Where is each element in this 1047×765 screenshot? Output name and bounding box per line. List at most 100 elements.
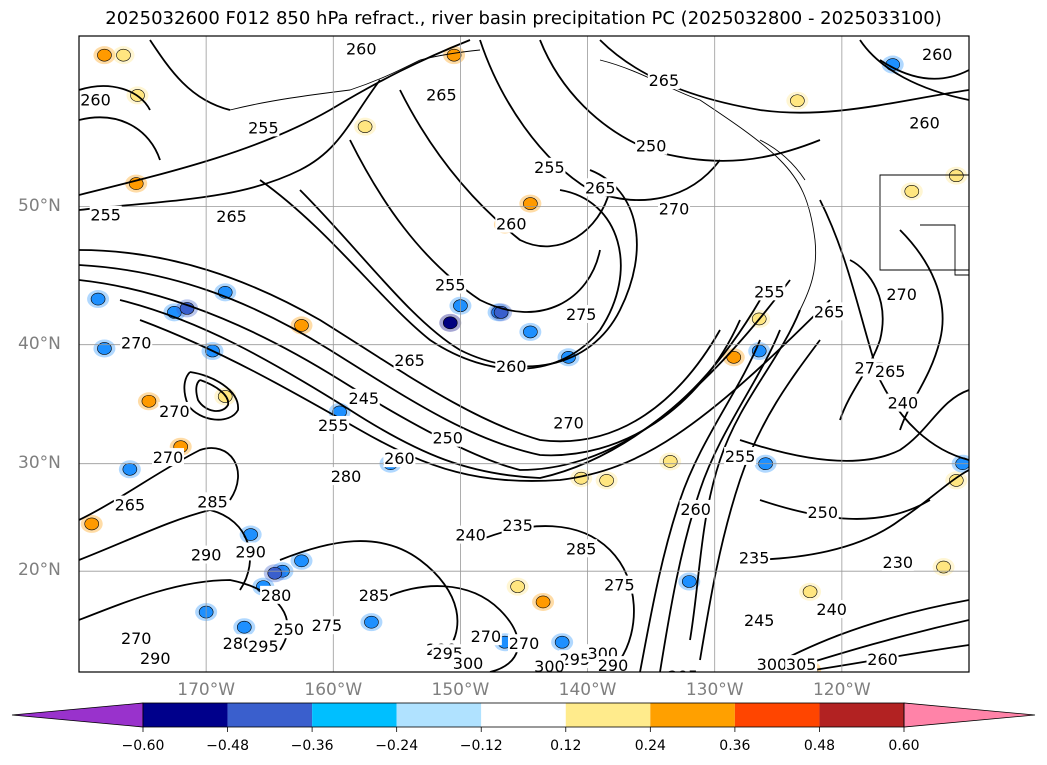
contour-label-bg [597,656,629,672]
contour-label-bg [330,467,362,486]
contour-label: 270 [121,629,152,648]
shaded-cell [681,575,697,588]
contour-label: 275 [312,616,343,635]
contour-label-bg [724,446,757,465]
contour-line [79,116,161,161]
contour-label: 250 [432,429,463,448]
contour-label: 260 [496,215,527,234]
shaded-cell [599,474,614,487]
contour-label: 265 [394,351,425,370]
colorbar-segment [650,703,735,727]
contour-label-bg [345,39,378,58]
contour-label: 270 [159,402,190,421]
contour-label-bg [508,634,540,653]
contour-label-bg [425,85,458,104]
contour-label-bg [584,178,617,197]
contour-label-bg [753,282,786,301]
longitude-tick-label: 160°W [304,680,363,700]
shaded-cell [936,560,951,574]
contour-label-bg [454,525,487,544]
shaded-cell [357,120,373,133]
coastline-segment [759,139,806,181]
contour-label: 265 [115,496,146,515]
shaded-cell [523,325,538,339]
shaded-cell [236,620,252,634]
contour-label: 255 [754,282,785,301]
colorbar-tick-label: 0.12 [550,738,582,754]
contour-label: 295 [668,667,699,686]
contour-label: 240 [888,394,919,413]
latitude-tick-label: 30°N [18,452,61,473]
contour-label-bg [272,620,305,639]
colorbar-segment [565,703,651,727]
contour-line [659,329,781,672]
contour-line [739,469,969,561]
contour-label-bg [666,666,699,672]
contour-label: 265 [814,302,845,321]
contour-label: 300 [534,657,565,676]
contour-label-bg [79,90,112,109]
contour-label-bg [658,199,691,218]
contour-label-bg [120,629,153,648]
contour-line [149,39,231,111]
shaded-cell [294,319,309,332]
colorbar-segment [312,703,397,727]
shaded-cell [948,474,964,487]
contour-label-bg [743,611,776,630]
colorbar-frame [142,702,905,728]
contour-label: 260 [496,357,527,376]
contour-label: 230 [883,553,914,572]
colorbar-tick-label: 0.24 [634,738,666,754]
contour-label: 260 [680,500,711,519]
contour-line [399,89,611,248]
contour-label-bg [89,205,122,224]
shaded-cell [554,635,570,649]
contour-label-bg [469,627,502,646]
contour-label: 235 [502,516,533,535]
contour-label: 255 [725,447,756,466]
colorbar-extend-max [903,702,1036,728]
contour-label-bg [495,214,528,233]
colorbar-tick-label: −0.36 [290,738,334,754]
coastline-segment [229,59,421,111]
contour-label: 295 [248,637,279,656]
colorbar-segment [819,703,904,727]
shaded-cell [267,566,283,580]
colorbar-tick-label: −0.48 [206,738,249,754]
contour-line [183,371,239,421]
contour-label-bg [501,516,534,535]
contour-label-bg [113,495,146,514]
contour-label: 300 [453,654,484,673]
contour-label-bg [755,655,788,672]
contour-label: 250 [636,137,667,156]
contour-label-bg [383,449,416,468]
contour-line [599,39,969,114]
contour-label: 285 [359,586,390,605]
contour-line [79,79,381,211]
coastline-segment [799,239,817,311]
contour-line [299,169,638,368]
contour-label: 265 [649,71,680,90]
shaded-cell [790,94,805,108]
contour-label: 255 [534,158,565,177]
contour-label-bg [196,492,229,511]
contour-label-bg [247,637,280,656]
contour-label-bg [785,655,818,672]
contour-label-bg [317,415,350,434]
shaded-cell [662,455,678,468]
shaded-cell [446,48,462,62]
coastline-segment [879,174,969,271]
contour-label: 245 [349,389,380,408]
contour-line [139,299,831,482]
contour-label: 255 [318,416,349,435]
contour-label: 240 [455,526,486,545]
contour-label-bg [533,657,566,672]
contour-label-bg [393,351,426,370]
contour-label-bg [908,113,941,132]
contour-label-bg [533,157,566,176]
contour-label: 285 [566,539,597,558]
contour-line [349,139,601,313]
shaded-cell [90,292,106,306]
contour-label-bg [158,401,191,420]
